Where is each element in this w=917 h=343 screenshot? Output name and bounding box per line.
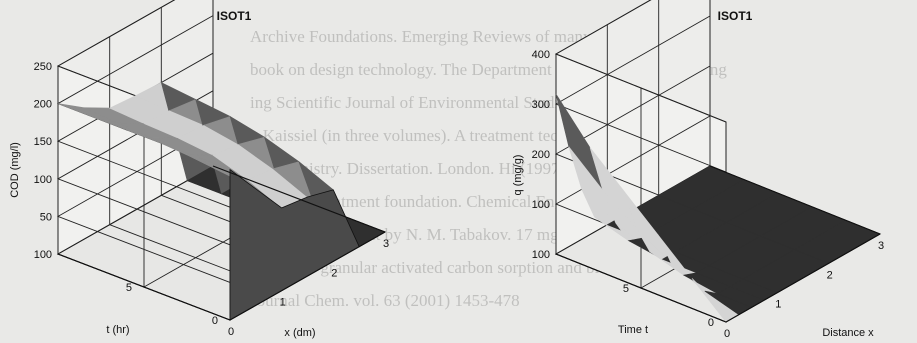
tick-labels: 0 100 200 300 400 0 1 2 3 0 5 10 [532,49,884,340]
z-tick-label: 250 [34,61,52,73]
y-axis-line [709,165,881,235]
axes-lines [555,165,881,323]
z-tick-label: 400 [532,49,550,61]
chart-title: ISOT1 [217,9,252,23]
z-tick-label: 300 [532,99,550,111]
floor-edge-line [555,253,727,323]
y-tick-label: 5 [126,282,132,294]
x-tick-label: 1 [280,297,286,309]
z-tick-label: 50 [40,211,52,223]
surface [57,81,386,321]
y-axis-line [212,165,386,233]
z-tick-label: 100 [532,199,550,211]
y-tick-label: 10 [532,249,544,261]
z-axis-label: q (mg/g) [512,155,524,196]
x-axis-label: Distance x [822,327,874,339]
chart-title: ISOT1 [718,9,753,23]
y-axis-label: t (hr) [106,324,129,336]
surface [555,93,881,323]
x-axis-line [725,233,881,323]
x-tick-label: 1 [775,299,781,311]
z-tick-label: 100 [34,174,52,186]
background-text-line: Journal Chem. vol. 63 (2001) 1453-478 [250,291,520,310]
z-tick-label: 0 [544,249,550,261]
z-tick-label: 150 [34,136,52,148]
axis-labels: ISOT1 Distance x Time t q (mg/g) [512,9,874,339]
cod-surface-chart: 0 50 100 150 200 250 0 1 2 3 0 5 10 ISOT1 x (dm) t (hr)… [9,0,389,339]
background-text-line: n Kaissiel (in three volumes). A treatme… [250,126,638,145]
z-tick-label: 200 [532,149,550,161]
x-tick-label: 0 [724,328,730,340]
axis-labels: ISOT1 x (dm) t (hr) COD (mg/l) [9,9,316,339]
x-tick-label: 3 [878,240,884,252]
background-text-line: of Chemistry. Dissertation. London. Hi (… [250,159,652,178]
y-tick-label: 5 [623,283,629,295]
y-tick-label: 10 [34,249,46,261]
x-tick-label: 2 [827,269,833,281]
x-axis-line [229,231,386,321]
axes-lines [57,165,386,321]
z-tick-label: 200 [34,99,52,111]
floor-edge-line [57,253,231,321]
y-tick-label: 0 [708,317,714,329]
z-axis-label: COD (mg/l) [9,142,21,198]
q-surface-chart: 0 100 200 300 400 0 1 2 3 0 5 10 ISOT1 Distance x Time… [512,0,884,340]
x-tick-label: 2 [331,267,337,279]
z-tick-label: 0 [46,249,52,261]
y-axis-label: Time t [618,324,648,336]
x-axis-label: x (dm) [284,327,315,339]
background-text-line: optimizes granular activated carbon sorp… [250,258,654,277]
x-tick-label: 0 [228,326,234,338]
x-tick-label: 3 [383,238,389,250]
tick-labels: 0 50 100 150 200 250 0 1 2 3 0 5 10 [34,61,389,338]
y-tick-label: 0 [212,315,218,327]
background-text-line: ing Scientific Journal of Environmental … [250,93,656,112]
